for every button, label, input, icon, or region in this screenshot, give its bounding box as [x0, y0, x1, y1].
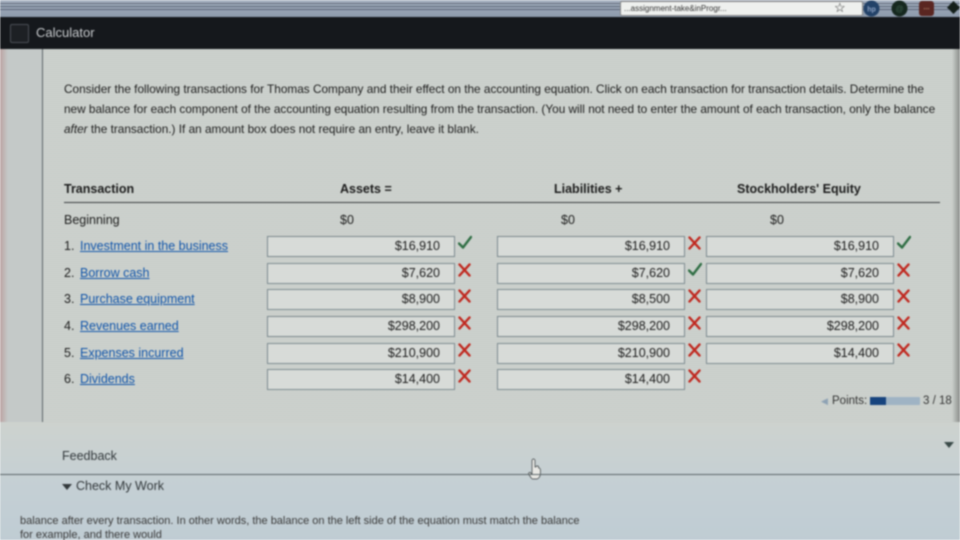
- svg-text:hp: hp: [867, 7, 876, 14]
- svg-text:@: @: [895, 5, 903, 14]
- svg-text:•••: •••: [923, 7, 929, 13]
